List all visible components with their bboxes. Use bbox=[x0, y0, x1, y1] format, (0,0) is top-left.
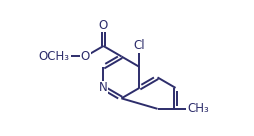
Text: Cl: Cl bbox=[134, 39, 145, 52]
Text: OCH₃: OCH₃ bbox=[38, 50, 69, 63]
Text: O: O bbox=[81, 50, 90, 63]
Text: N: N bbox=[99, 81, 108, 94]
Text: CH₃: CH₃ bbox=[187, 102, 209, 115]
Text: O: O bbox=[99, 18, 108, 32]
